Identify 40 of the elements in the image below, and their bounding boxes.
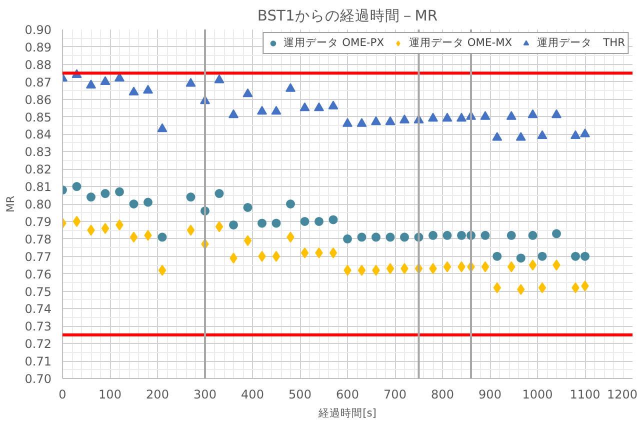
x-axis-title: 経過時間[s] bbox=[318, 406, 376, 420]
x-tick-label: 900 bbox=[478, 388, 502, 402]
y-tick-label: 0.79 bbox=[24, 214, 52, 229]
y-tick-label: 0.78 bbox=[24, 232, 52, 246]
x-tick-label: 700 bbox=[384, 388, 406, 402]
x-tick-label: 400 bbox=[241, 388, 264, 402]
x-tick-label: 1100 bbox=[570, 388, 600, 402]
y-tick-label: 0.75 bbox=[24, 284, 52, 299]
legend-label: 運用データ THR bbox=[537, 36, 625, 50]
y-tick-label: 0.80 bbox=[24, 198, 52, 212]
y-tick-label: 0.73 bbox=[24, 320, 52, 334]
x-tick-label: 0 bbox=[58, 388, 66, 402]
y-tick-label: 0.72 bbox=[24, 337, 52, 352]
y-tick-label: 0.87 bbox=[24, 75, 52, 90]
x-tick-label: 1200 bbox=[606, 388, 637, 402]
legend-label: 運用データ OME-MX bbox=[409, 36, 512, 50]
y-tick-label: 0.89 bbox=[24, 40, 52, 54]
y-tick-label: 0.70 bbox=[24, 372, 52, 386]
chart-title: BST1からの経過時間－MR bbox=[257, 8, 438, 24]
y-axis-title: MR bbox=[4, 195, 17, 212]
x-tick-label: 500 bbox=[288, 388, 312, 402]
y-tick-label: 0.84 bbox=[24, 128, 52, 142]
y-tick-label: 0.85 bbox=[24, 110, 52, 124]
y-tick-label: 0.88 bbox=[24, 58, 52, 72]
y-tick-label: 0.71 bbox=[24, 354, 52, 369]
x-tick-label: 800 bbox=[431, 388, 454, 402]
x-tick-label: 100 bbox=[98, 388, 122, 402]
y-tick-label: 0.77 bbox=[24, 250, 52, 264]
legend-label: 運用データ OME-PX bbox=[284, 36, 384, 50]
x-tick-label: 200 bbox=[146, 388, 169, 402]
x-tick-label: 600 bbox=[336, 388, 359, 402]
x-tick-label: 1000 bbox=[522, 388, 553, 402]
y-tick-label: 0.83 bbox=[24, 145, 52, 160]
y-tick-label: 0.82 bbox=[24, 162, 52, 177]
y-tick-label: 0.81 bbox=[24, 180, 52, 194]
x-tick-label: 300 bbox=[194, 388, 216, 402]
y-tick-label: 0.74 bbox=[24, 302, 52, 316]
y-tick-label: 0.86 bbox=[24, 92, 52, 107]
y-tick-label: 0.90 bbox=[24, 23, 52, 37]
y-tick-label: 0.76 bbox=[24, 267, 52, 282]
